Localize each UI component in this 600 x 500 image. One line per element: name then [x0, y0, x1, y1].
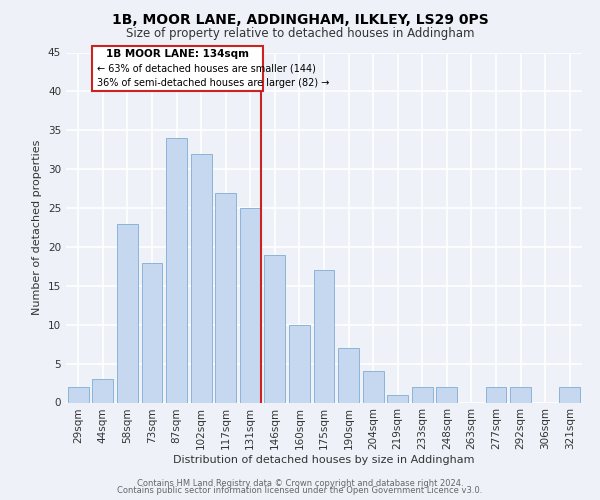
- Text: ← 63% of detached houses are smaller (144): ← 63% of detached houses are smaller (14…: [97, 64, 316, 74]
- Bar: [387, 394, 408, 402]
- Bar: [240, 208, 261, 402]
- Bar: [314, 270, 334, 402]
- Bar: [142, 262, 163, 402]
- Text: 1B MOOR LANE: 134sqm: 1B MOOR LANE: 134sqm: [106, 50, 249, 59]
- Text: 36% of semi-detached houses are larger (82) →: 36% of semi-detached houses are larger (…: [97, 78, 329, 88]
- Bar: [92, 379, 113, 402]
- Text: Size of property relative to detached houses in Addingham: Size of property relative to detached ho…: [126, 28, 474, 40]
- Bar: [117, 224, 138, 402]
- Text: Contains HM Land Registry data © Crown copyright and database right 2024.: Contains HM Land Registry data © Crown c…: [137, 478, 463, 488]
- X-axis label: Distribution of detached houses by size in Addingham: Distribution of detached houses by size …: [173, 455, 475, 465]
- Bar: [559, 387, 580, 402]
- Y-axis label: Number of detached properties: Number of detached properties: [32, 140, 43, 315]
- Text: Contains public sector information licensed under the Open Government Licence v3: Contains public sector information licen…: [118, 486, 482, 495]
- Bar: [485, 387, 506, 402]
- Bar: [68, 387, 89, 402]
- Bar: [265, 254, 286, 402]
- Bar: [362, 372, 383, 402]
- Bar: [215, 192, 236, 402]
- Bar: [166, 138, 187, 402]
- FancyBboxPatch shape: [92, 46, 263, 92]
- Bar: [412, 387, 433, 402]
- Bar: [191, 154, 212, 402]
- Bar: [338, 348, 359, 403]
- Text: 1B, MOOR LANE, ADDINGHAM, ILKLEY, LS29 0PS: 1B, MOOR LANE, ADDINGHAM, ILKLEY, LS29 0…: [112, 12, 488, 26]
- Bar: [510, 387, 531, 402]
- Bar: [289, 324, 310, 402]
- Bar: [436, 387, 457, 402]
